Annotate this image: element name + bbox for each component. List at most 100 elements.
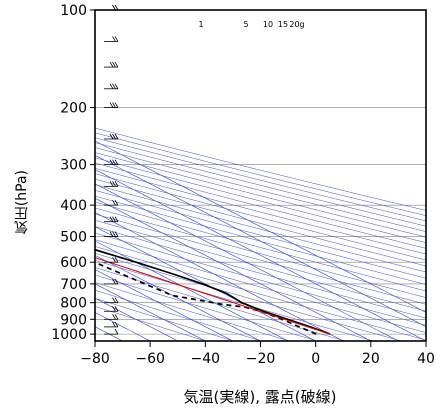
dry-adiabat-line xyxy=(95,267,346,341)
wind-barb-flag xyxy=(109,216,114,222)
x-tick-label: 0 xyxy=(311,351,320,367)
wind-barb-flag xyxy=(112,231,116,237)
wind-barb-flag xyxy=(109,159,114,165)
dry-adiabat-line xyxy=(95,190,426,279)
wind-barb-flag xyxy=(109,181,114,187)
isotherm-line xyxy=(95,197,371,341)
x-tick-label: −80 xyxy=(80,351,110,367)
dry-adiabat-line xyxy=(95,260,374,341)
dry-adiabat-line xyxy=(95,142,426,227)
isotherm-line xyxy=(95,212,344,341)
wind-barb-flag xyxy=(112,257,116,263)
dry-adiabat-line xyxy=(95,297,234,341)
wind-barb-flag xyxy=(112,159,116,165)
dry-adiabat-line xyxy=(95,184,426,273)
wind-barb-flag xyxy=(114,4,119,11)
y-tick-label: 400 xyxy=(60,198,87,214)
wind-barb xyxy=(104,36,119,42)
dry-adiabat-line xyxy=(95,246,426,341)
wind-barb-flag xyxy=(109,231,114,237)
y-tick-label: 300 xyxy=(60,158,87,174)
isotherm-line xyxy=(95,154,426,328)
isotherm-line xyxy=(0,10,67,341)
y-tick-label: 900 xyxy=(60,312,87,328)
mixing-ratio-label: 5 xyxy=(243,20,248,29)
dry-adiabat-line xyxy=(95,173,426,261)
y-tick-label: 100 xyxy=(60,3,87,19)
wind-barb-flag xyxy=(114,133,119,140)
isotherm-line xyxy=(95,226,316,341)
wind-barb-flag xyxy=(112,216,116,222)
dry-adiabat-line xyxy=(95,207,426,298)
dry-adiabat-line xyxy=(95,306,206,341)
wind-barb xyxy=(104,159,119,166)
isotherm-line xyxy=(95,240,289,341)
y-tick-label: 200 xyxy=(60,101,87,117)
dry-adiabat-line xyxy=(95,289,262,341)
wind-barb xyxy=(104,231,119,237)
wind-barb-flag xyxy=(112,321,116,328)
wind-barb-flag xyxy=(109,102,114,108)
wind-barb-flag xyxy=(112,297,116,303)
wind-barb xyxy=(104,328,119,335)
wind-barb xyxy=(104,306,119,312)
isotherm-line xyxy=(95,254,261,341)
wind-barb xyxy=(104,278,119,285)
y-tick-label: 1000 xyxy=(51,327,87,343)
wind-barb xyxy=(104,216,119,223)
isotherm-line xyxy=(0,10,12,341)
wind-barb-flag xyxy=(109,133,114,140)
wind-barb-flag xyxy=(114,306,119,312)
dry-adiabat-line xyxy=(95,253,402,341)
wind-barb xyxy=(104,61,119,68)
wind-barb xyxy=(104,257,119,263)
wind-barb-flag xyxy=(114,181,119,187)
wind-barb-flag xyxy=(112,181,116,187)
wind-barb xyxy=(104,102,119,108)
dry-adiabat-line xyxy=(95,127,426,211)
y-tick-label: 500 xyxy=(60,230,87,246)
dry-adiabat-line xyxy=(95,239,426,333)
y-axis-title: 気圧(hPa) xyxy=(14,170,30,235)
wind-barb-flag xyxy=(114,328,119,335)
wind-barb-flag xyxy=(114,278,119,285)
dry-adiabat-line xyxy=(95,219,426,312)
wind-barb-flag xyxy=(109,83,114,89)
wind-barb-flag xyxy=(114,314,119,320)
wind-barb-flag xyxy=(114,102,119,108)
dry-adiabat-line xyxy=(95,132,426,216)
y-tick-label: 800 xyxy=(60,296,87,312)
dry-adiabat-line xyxy=(95,195,426,285)
wind-barb-flag xyxy=(112,314,116,320)
wind-barb-flag xyxy=(114,36,119,42)
wind-barb xyxy=(104,133,119,140)
wind-barb-flag xyxy=(114,297,119,303)
dry-adiabat-line xyxy=(95,137,426,222)
x-tick-label: 40 xyxy=(417,351,435,367)
isotherm-line xyxy=(95,183,399,341)
wind-barb-flag xyxy=(112,278,116,285)
wind-barb-flag xyxy=(114,159,119,165)
wind-barb-flag xyxy=(114,257,119,263)
plot-area xyxy=(0,10,426,341)
reference-profile-line xyxy=(95,257,331,335)
wind-barb-flag xyxy=(114,321,119,328)
wind-barb-flag xyxy=(112,199,116,206)
dewpoint-profile-line xyxy=(95,261,317,335)
wind-barb-flag xyxy=(114,61,119,68)
dry-adiabat-line xyxy=(95,213,426,305)
wind-barb xyxy=(104,199,119,206)
dry-adiabat-line xyxy=(95,282,290,341)
wind-barb xyxy=(104,297,119,304)
wind-barb xyxy=(104,314,119,320)
wind-barb-flag xyxy=(112,102,116,108)
wind-barb xyxy=(104,83,119,90)
x-axis-title: 気温(実線), 露点(破線) xyxy=(183,388,337,406)
wind-barb xyxy=(104,321,119,328)
mixing-ratio-label: 20g xyxy=(289,20,304,29)
x-tick-label: −60 xyxy=(135,351,165,367)
wind-barb-flag xyxy=(114,231,119,237)
wind-barb-flag xyxy=(112,36,116,42)
isotherm-line xyxy=(95,283,206,341)
